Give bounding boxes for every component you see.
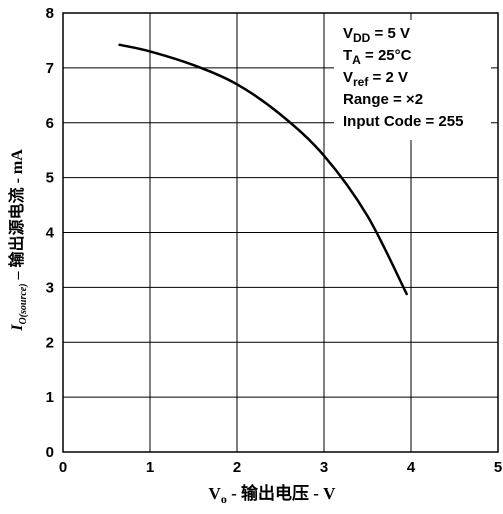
x-tick-labels: 0 1 2 3 4 5 <box>59 459 502 476</box>
x-axis-label: Vo - 输出电压 - V <box>209 483 337 506</box>
y-tick-label-6: 6 <box>46 115 54 132</box>
legend-line-3-base: Range = ×2 <box>343 91 423 108</box>
y-axis-label-base: I <box>9 324 26 332</box>
legend-line-2-base: V <box>343 69 353 86</box>
legend-line-1-rest: = 25°C <box>361 47 412 64</box>
legend-frame <box>334 20 491 140</box>
legend-line-0-base: V <box>343 25 353 42</box>
legend-line-0: VDD = 5 V <box>343 25 410 45</box>
y-axis-label-sub: O(source) <box>18 283 29 324</box>
legend-line-0-rest: = 5 V <box>370 25 410 42</box>
y-axis-label-text: – 输出源电流 - mA <box>7 149 26 284</box>
legend-line-1: TA = 25°C <box>343 47 412 67</box>
legend-line-1-base: T <box>343 47 352 64</box>
x-axis-label-text: - 输出电压 - V <box>227 483 336 503</box>
data-series <box>118 43 408 296</box>
y-tick-label-7: 7 <box>46 60 54 77</box>
y-tick-label-2: 2 <box>46 334 54 351</box>
x-tick-label-3: 3 <box>320 459 328 476</box>
x-tick-label-5: 5 <box>494 459 502 476</box>
x-tick-label-4: 4 <box>407 459 416 476</box>
legend-line-2: Vref = 2 V <box>343 69 408 89</box>
x-axis-label-base: V <box>209 484 222 503</box>
legend-line-0-sub: DD <box>353 31 371 45</box>
y-axis-label: IO(source) – 输出源电流 - mA <box>7 149 29 332</box>
plot-frame <box>62 12 499 453</box>
legend-line-4: Input Code = 255 <box>343 113 463 130</box>
legend-line-3: Range = ×2 <box>343 91 423 108</box>
y-tick-label-4: 4 <box>46 225 55 242</box>
y-tick-label-1: 1 <box>46 389 54 406</box>
y-tick-label-3: 3 <box>46 279 54 296</box>
legend-line-2-sub: ref <box>353 75 369 89</box>
y-tick-label-8: 8 <box>46 5 54 22</box>
series-line-0 <box>118 43 408 296</box>
legend-line-1-sub: A <box>352 53 361 67</box>
x-axis-label-sub: o <box>221 492 227 506</box>
legend-line-4-base: Input Code = 255 <box>343 113 463 130</box>
legend-line-2-rest: = 2 V <box>368 69 408 86</box>
x-tick-label-0: 0 <box>59 459 67 476</box>
x-tick-label-2: 2 <box>233 459 241 476</box>
y-tick-labels: 0 1 2 3 4 5 6 7 8 <box>46 5 55 461</box>
y-tick-label-0: 0 <box>46 444 54 461</box>
y-tick-label-5: 5 <box>46 170 54 187</box>
x-tick-label-1: 1 <box>146 459 154 476</box>
